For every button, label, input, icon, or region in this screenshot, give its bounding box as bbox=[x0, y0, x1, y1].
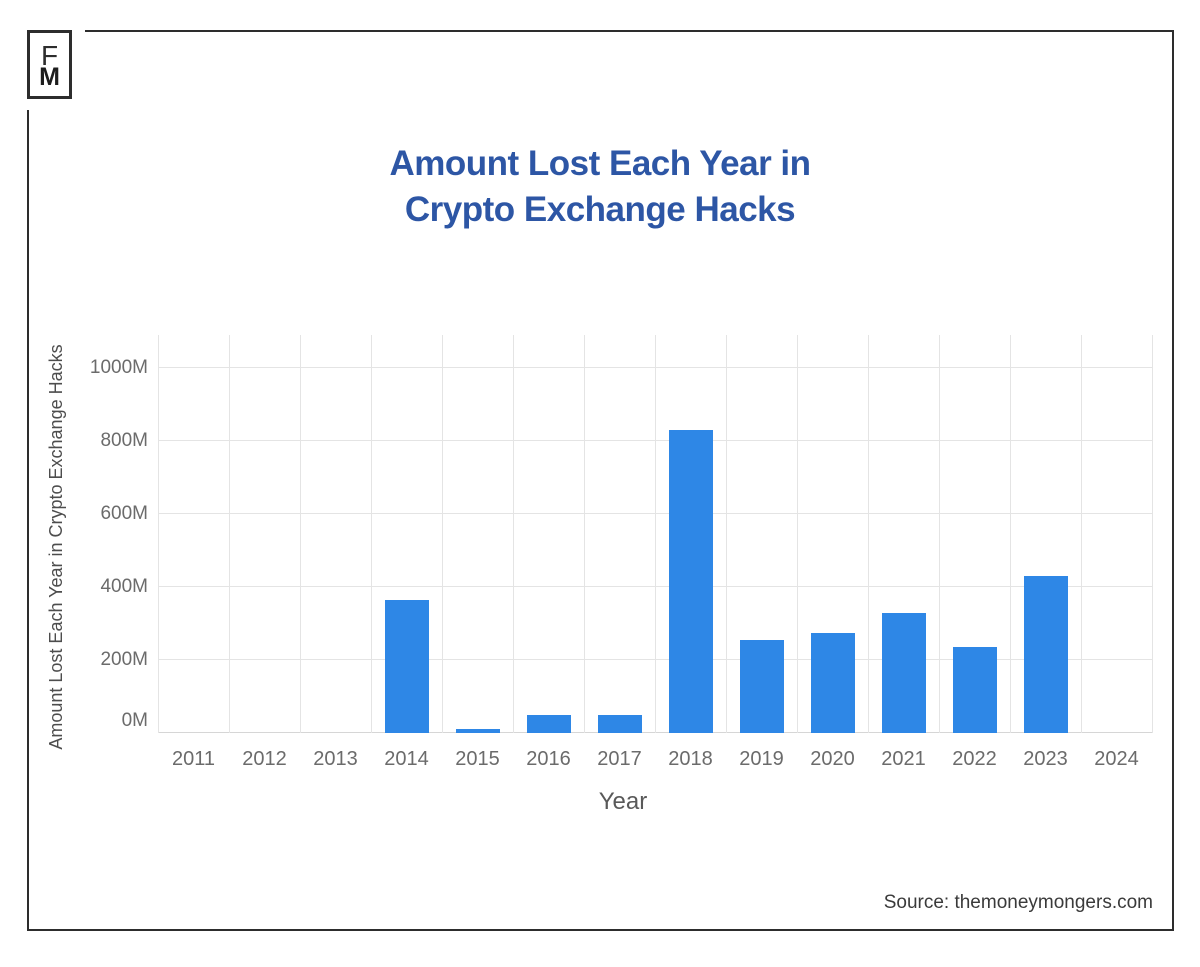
bar-2022 bbox=[952, 647, 997, 733]
bar-2015 bbox=[455, 729, 500, 733]
vertical-gridline bbox=[513, 335, 514, 733]
vertical-gridline bbox=[1152, 335, 1153, 733]
bar-2017 bbox=[597, 715, 642, 733]
horizontal-gridline-800 bbox=[158, 440, 1152, 441]
y-tick-200M: 200M bbox=[100, 649, 148, 670]
x-tick-2018: 2018 bbox=[668, 748, 713, 770]
x-tick-2015: 2015 bbox=[455, 748, 500, 770]
logo-letter-m: M bbox=[39, 62, 60, 91]
fm-logo: F M bbox=[27, 30, 72, 99]
x-tick-2020: 2020 bbox=[810, 748, 855, 770]
vertical-gridline bbox=[229, 335, 230, 733]
x-tick-2019: 2019 bbox=[739, 748, 784, 770]
y-tick-0M: 0M bbox=[121, 710, 148, 731]
bar-2023 bbox=[1023, 576, 1068, 733]
x-tick-2022: 2022 bbox=[952, 748, 997, 770]
y-tick-800M: 800M bbox=[100, 430, 148, 451]
x-tick-2011: 2011 bbox=[171, 748, 215, 770]
source-attribution: Source: themoneymongers.com bbox=[883, 892, 1153, 913]
chart-title-line1: Amount Lost Each Year in bbox=[389, 144, 811, 183]
vertical-gridline bbox=[300, 335, 301, 733]
y-axis-title: Amount Lost Each Year in Crypto Exchange… bbox=[46, 344, 66, 750]
vertical-gridline bbox=[797, 335, 798, 733]
y-tick-1000M: 1000M bbox=[89, 357, 148, 378]
vertical-gridline bbox=[158, 335, 159, 733]
vertical-gridline bbox=[726, 335, 727, 733]
chart-title-line2: Crypto Exchange Hacks bbox=[404, 190, 796, 229]
bar-2018 bbox=[668, 430, 713, 733]
bar-2020 bbox=[810, 633, 855, 733]
bar-2019 bbox=[739, 640, 784, 733]
outer-frame bbox=[27, 30, 1174, 931]
x-tick-2017: 2017 bbox=[597, 748, 642, 770]
x-tick-2012: 2012 bbox=[242, 748, 287, 770]
vertical-gridline bbox=[1010, 335, 1011, 733]
y-tick-600M: 600M bbox=[100, 503, 148, 524]
vertical-gridline bbox=[868, 335, 869, 733]
vertical-gridline bbox=[584, 335, 585, 733]
x-tick-2013: 2013 bbox=[313, 748, 358, 770]
vertical-gridline bbox=[371, 335, 372, 733]
bar-2014 bbox=[384, 600, 429, 733]
x-axis-title: Year bbox=[598, 788, 648, 815]
vertical-gridline bbox=[1081, 335, 1082, 733]
vertical-gridline bbox=[442, 335, 443, 733]
horizontal-gridline-400 bbox=[158, 586, 1152, 587]
horizontal-gridline-200 bbox=[158, 659, 1152, 660]
x-tick-2023: 2023 bbox=[1023, 748, 1068, 770]
y-tick-400M: 400M bbox=[100, 576, 148, 597]
vertical-gridline bbox=[939, 335, 940, 733]
plot-area bbox=[158, 335, 1153, 733]
x-tick-2021: 2021 bbox=[881, 748, 926, 770]
vertical-gridline bbox=[655, 335, 656, 733]
x-tick-2016: 2016 bbox=[526, 748, 571, 770]
horizontal-gridline-600 bbox=[158, 513, 1152, 514]
chart-title: Amount Lost Each Year in Crypto Exchange… bbox=[0, 141, 1200, 233]
x-tick-2024: 2024 bbox=[1094, 748, 1139, 770]
x-tick-2014: 2014 bbox=[384, 748, 429, 770]
bar-2021 bbox=[881, 613, 926, 733]
logo-letter-f: F bbox=[40, 39, 59, 71]
horizontal-gridline-1000 bbox=[158, 367, 1152, 368]
bar-2016 bbox=[526, 715, 571, 733]
